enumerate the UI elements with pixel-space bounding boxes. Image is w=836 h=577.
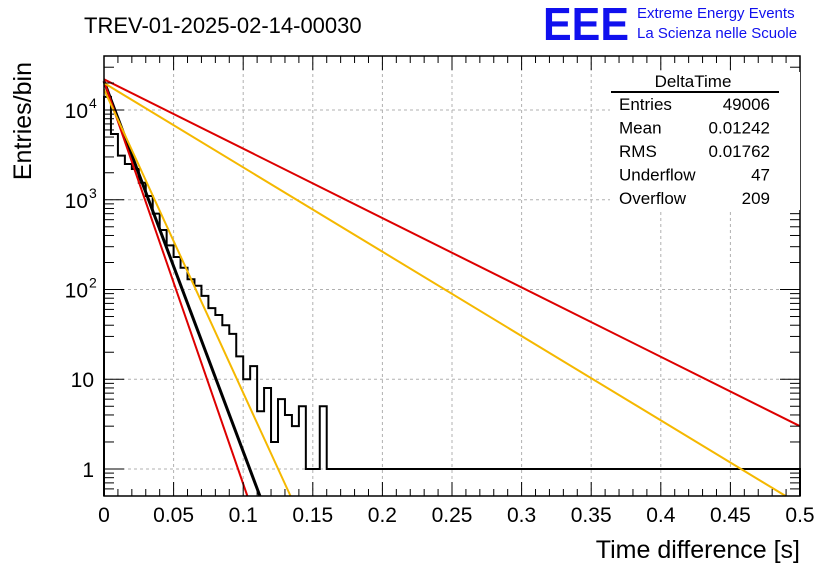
- stats-value: 209: [742, 189, 770, 208]
- histogram-bars: [103, 95, 801, 496]
- fit-line-5: [103, 82, 787, 497]
- y-tick-label: 10: [65, 280, 88, 303]
- stats-rows: Entries 49006 Mean 0.01242 RMS 0.01762 Underfl…: [619, 95, 770, 208]
- x-tick-labels: 0 0.05 0.1 0.15 0.2 0.25 0.3 0.35 0.4 0.45 0.5: [98, 504, 814, 527]
- stats-label: Mean: [619, 119, 662, 138]
- x-tick-label: 0.25: [432, 504, 473, 527]
- eee-logo: EEE Extreme Energy Events La Scienza nel…: [543, 0, 797, 50]
- stats-value: 0.01242: [709, 119, 770, 138]
- fit-line-2: [103, 80, 249, 497]
- stats-value: 49006: [723, 95, 770, 114]
- stats-box-title: DeltaTime: [655, 72, 732, 91]
- stats-label: Underflow: [619, 166, 696, 185]
- fit-line-1: [102, 80, 262, 497]
- chart-title: TREV-01-2025-02-14-00030: [84, 13, 362, 38]
- y-tick-label: 10: [65, 190, 88, 213]
- y-tick-label: 1: [82, 459, 94, 482]
- stats-value: 0.01762: [709, 142, 770, 161]
- stats-label: Entries: [619, 95, 672, 114]
- y-tick-label: 10: [65, 100, 88, 123]
- stats-value: 47: [751, 166, 770, 185]
- y-tick-label-exponent: 2: [89, 275, 97, 291]
- stats-label: Overflow: [619, 189, 687, 208]
- logo-line-2: La Scienza nelle Scuole: [637, 25, 797, 42]
- stats-box: DeltaTime Entries 49006 Mean 0.01242 RMS 0.01…: [610, 72, 800, 210]
- grid-lines: [104, 56, 800, 496]
- x-axis-label: Time difference [s]: [596, 536, 800, 564]
- x-tick-label: 0: [98, 504, 110, 527]
- x-tick-label: 0.15: [292, 504, 333, 527]
- x-tick-label: 0.3: [507, 504, 536, 527]
- logo-line-1: Extreme Energy Events: [637, 5, 795, 22]
- x-tick-label: 0.2: [368, 504, 397, 527]
- x-tick-label: 0.4: [646, 504, 676, 527]
- x-tick-label: 0.1: [229, 504, 258, 527]
- stats-box-background: [610, 72, 800, 210]
- x-tick-label: 0.5: [785, 504, 814, 527]
- stats-label: RMS: [619, 142, 657, 161]
- fit-line-3: [103, 88, 292, 497]
- x-tick-label: 0.05: [153, 504, 194, 527]
- eee-logo-text: EEE: [543, 0, 629, 50]
- x-tick-label: 0.45: [710, 504, 751, 527]
- y-axis-label: Entries/bin: [9, 62, 37, 180]
- y-tick-label-exponent: 3: [89, 185, 97, 201]
- fit-line-4: [103, 78, 801, 428]
- x-tick-label: 0.35: [571, 504, 612, 527]
- histogram-outline: [103, 95, 801, 496]
- y-tick-label: 10: [71, 369, 94, 392]
- fit-curves: [102, 78, 801, 497]
- y-tick-label-exponent: 4: [89, 95, 97, 111]
